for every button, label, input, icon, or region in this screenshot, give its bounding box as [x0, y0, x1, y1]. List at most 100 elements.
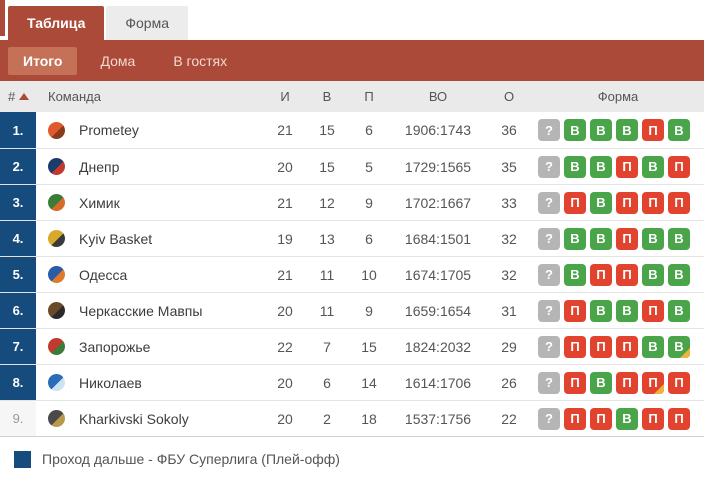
form-badge-win[interactable]: В	[642, 227, 664, 250]
form-badge-loss[interactable]: П	[642, 299, 664, 322]
table-row[interactable]: 6. Черкасские Мавпы 20 11 9 1659:1654 31…	[0, 292, 704, 328]
subtab-home[interactable]: Дома	[100, 52, 136, 69]
form-badge-win[interactable]: В	[668, 227, 690, 250]
team-logo-icon	[48, 230, 65, 247]
form-badge-loss[interactable]: П	[668, 191, 690, 214]
team-cell[interactable]: Днепр	[36, 158, 264, 175]
form-badge-loss[interactable]: П	[564, 371, 586, 394]
form-badge-loss[interactable]: П	[590, 407, 612, 430]
rank-cell: 8.	[0, 365, 36, 400]
table-row[interactable]: 5. Одесса 21 11 10 1674:1705 32 ? В П П В В	[0, 256, 704, 292]
team-cell[interactable]: Химик	[36, 194, 264, 211]
form-badge-win[interactable]: В	[590, 191, 612, 214]
form-badge-win[interactable]: В	[642, 335, 664, 358]
tab-table[interactable]: Таблица	[8, 6, 105, 40]
form-badge-loss[interactable]: П	[616, 371, 638, 394]
header-rank[interactable]: #	[0, 89, 36, 104]
form-badge-win[interactable]: В	[642, 263, 664, 286]
table-row[interactable]: 9. Kharkivski Sokoly 20 2 18 1537:1756 2…	[0, 400, 704, 436]
form-badge-win[interactable]: В	[564, 227, 586, 250]
form-badge-loss[interactable]: П	[642, 191, 664, 214]
score-cell: 1659:1654	[404, 302, 472, 319]
form-badge-win[interactable]: В	[590, 155, 612, 178]
games-cell: 20	[277, 374, 293, 391]
team-name[interactable]: Черкасские Мавпы	[79, 302, 203, 319]
team-cell[interactable]: Запорожье	[36, 338, 264, 355]
header-score: ВО	[428, 89, 448, 104]
form-badge-loss[interactable]: П	[616, 227, 638, 250]
form-badge-loss[interactable]: П	[642, 407, 664, 430]
form-badge-loss[interactable]: П	[668, 155, 690, 178]
rank-cell: 1.	[0, 112, 36, 148]
form-badge-win[interactable]: В	[564, 119, 586, 141]
form-badge-win[interactable]: В	[642, 155, 664, 178]
form-badge-upcoming[interactable]: ?	[538, 371, 560, 394]
form-badge-loss[interactable]: П	[564, 407, 586, 430]
form-badge-win[interactable]: В	[668, 263, 690, 286]
form-badge-upcoming[interactable]: ?	[538, 407, 560, 430]
team-name[interactable]: Николаев	[79, 374, 142, 391]
score-cell: 1824:2032	[404, 338, 472, 355]
form-badge-win[interactable]: В	[590, 227, 612, 250]
form-badge-upcoming[interactable]: ?	[538, 299, 560, 322]
team-name[interactable]: Запорожье	[79, 338, 151, 355]
losses-cell: 6	[365, 122, 373, 138]
team-cell[interactable]: Одесса	[36, 266, 264, 283]
team-cell[interactable]: Николаев	[36, 374, 264, 391]
form-badge-win[interactable]: В	[616, 407, 638, 430]
form-badge-loss[interactable]: П	[668, 371, 690, 394]
form-badge-loss[interactable]: П	[642, 119, 664, 141]
form-badge-win[interactable]: В	[668, 299, 690, 322]
team-logo-icon	[48, 302, 65, 319]
form-badge-loss[interactable]: П	[616, 263, 638, 286]
form-badge-win[interactable]: В	[590, 299, 612, 322]
form-badge-upcoming[interactable]: ?	[538, 263, 560, 286]
team-cell[interactable]: Черкасские Мавпы	[36, 302, 264, 319]
form-badge-upcoming[interactable]: ?	[538, 119, 560, 141]
form-badge-upcoming[interactable]: ?	[538, 191, 560, 214]
form-badge-win[interactable]: В	[564, 263, 586, 286]
team-cell[interactable]: Kharkivski Sokoly	[36, 410, 264, 427]
table-row[interactable]: 2. Днепр 20 15 5 1729:1565 35 ? В В П В П	[0, 148, 704, 184]
wins-cell: 11	[319, 266, 335, 283]
team-cell[interactable]: Kyiv Basket	[36, 230, 264, 247]
form-badge-loss[interactable]: П	[616, 191, 638, 214]
form-badge-win[interactable]: В	[616, 299, 638, 322]
team-name[interactable]: Kharkivski Sokoly	[79, 410, 189, 427]
table-row[interactable]: 7. Запорожье 22 7 15 1824:2032 29 ? П П П В В	[0, 328, 704, 364]
form-badge-loss[interactable]: П	[616, 155, 638, 178]
form-badge-loss[interactable]: П	[642, 371, 664, 394]
form-badge-loss[interactable]: П	[564, 299, 586, 322]
form-badge-win[interactable]: В	[668, 335, 690, 358]
form-badge-win[interactable]: В	[590, 371, 612, 394]
header-losses: П	[364, 89, 374, 104]
team-name[interactable]: Днепр	[79, 158, 120, 175]
form-badge-win[interactable]: В	[590, 119, 612, 141]
team-cell[interactable]: Prometey	[36, 121, 264, 139]
form-badge-loss[interactable]: П	[564, 191, 586, 214]
main-tabbar: Таблица Форма	[0, 0, 704, 40]
team-name[interactable]: Одесса	[79, 266, 128, 283]
table-row[interactable]: 3. Химик 21 12 9 1702:1667 33 ? П В П П П	[0, 184, 704, 220]
team-name[interactable]: Prometey	[79, 122, 139, 138]
form-badge-loss[interactable]: П	[590, 335, 612, 358]
tab-form[interactable]: Форма	[106, 6, 188, 40]
table-row[interactable]: 8. Николаев 20 6 14 1614:1706 26 ? П В П П П	[0, 364, 704, 400]
form-badge-win[interactable]: В	[616, 119, 638, 141]
form-badge-win[interactable]: В	[668, 119, 690, 141]
form-badge-upcoming[interactable]: ?	[538, 155, 560, 178]
table-row[interactable]: 4. Kyiv Basket 19 13 6 1684:1501 32 ? В В П…	[0, 220, 704, 256]
subtab-away[interactable]: В гостях	[173, 52, 228, 69]
form-badge-upcoming[interactable]: ?	[538, 335, 560, 358]
wins-cell: 7	[323, 338, 331, 355]
form-badge-loss[interactable]: П	[668, 407, 690, 430]
form-badge-loss[interactable]: П	[616, 335, 638, 358]
table-row[interactable]: 1. Prometey 21 15 6 1906:1743 36 ? В В В П В	[0, 112, 704, 148]
team-name[interactable]: Химик	[79, 194, 120, 211]
team-name[interactable]: Kyiv Basket	[79, 230, 153, 247]
form-badge-win[interactable]: В	[564, 155, 586, 178]
form-badge-loss[interactable]: П	[590, 263, 612, 286]
form-badge-loss[interactable]: П	[564, 335, 586, 358]
subtab-total[interactable]: Итого	[8, 46, 78, 75]
form-badge-upcoming[interactable]: ?	[538, 227, 560, 250]
